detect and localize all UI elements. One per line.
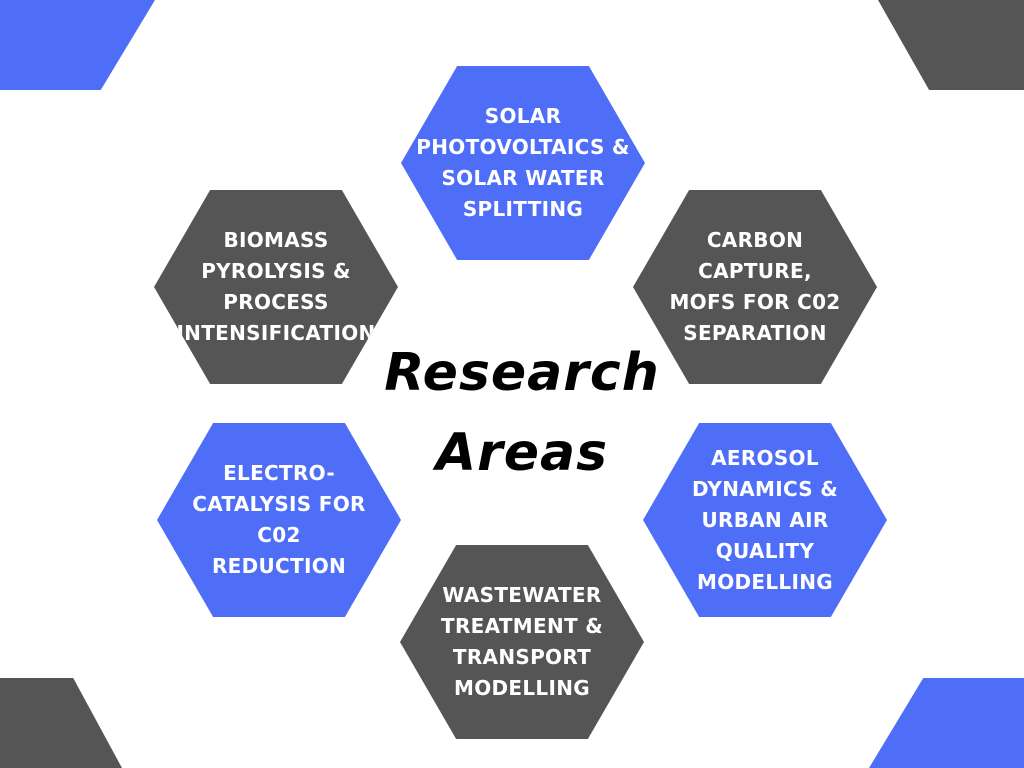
hexagon-label: Solar photovoltaics & solar water splitt… [401, 101, 645, 225]
hexagon-label: Biomass pyrolysis & process intensificat… [154, 225, 398, 349]
corner-decoration-bottom-left [0, 678, 122, 768]
hexagon-wastewater-treatment: Wastewater treatment & transport modelli… [400, 545, 644, 739]
corner-decoration-top-left [0, 0, 155, 90]
hexagon-label: Carbon capture, MOFs for C02 separation [633, 225, 877, 349]
hexagon-solar-photovoltaics: Solar photovoltaics & solar water splitt… [401, 66, 645, 260]
diagram-title: Research Areas [362, 333, 682, 493]
corner-decoration-bottom-right [869, 678, 1024, 768]
corner-decoration-top-right [878, 0, 1024, 90]
hexagon-label: Wastewater treatment & transport modelli… [400, 580, 644, 704]
